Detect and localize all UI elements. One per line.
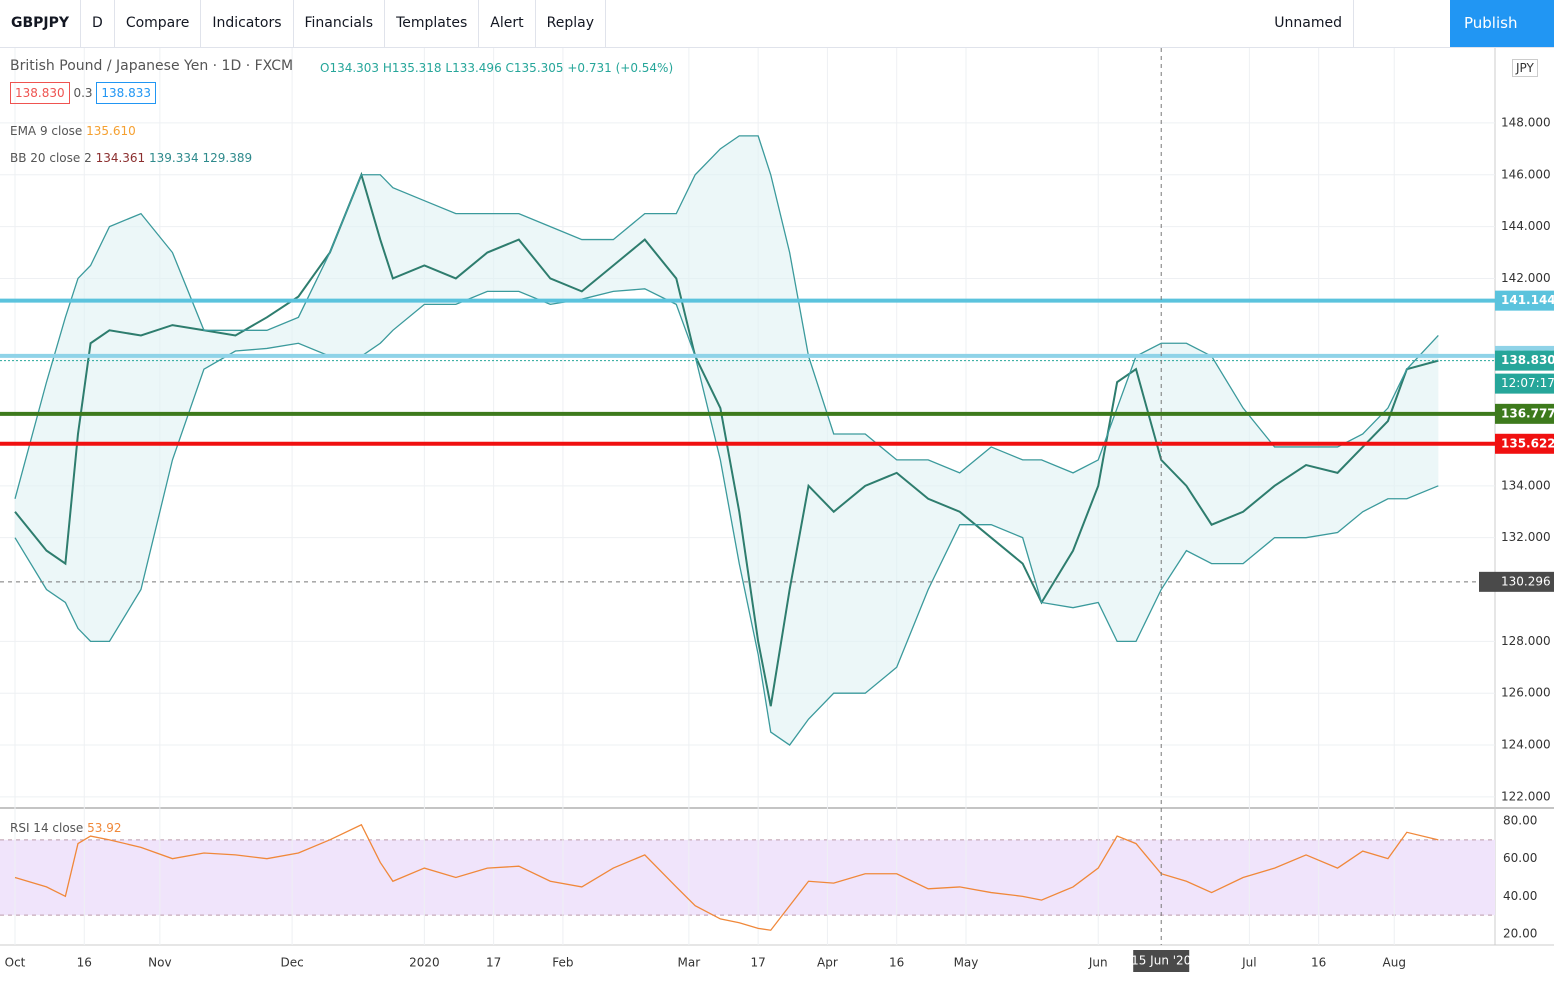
- symbol-title: British Pound / Japanese Yen · 1D · FXCM: [10, 58, 294, 74]
- x-tick-label: Dec: [280, 956, 303, 970]
- series-line: [14, 823, 1439, 931]
- bb-name: BB 20 close 2: [10, 151, 92, 165]
- rsi-tick-label: 20.00: [1503, 927, 1537, 941]
- level-tag: [1495, 403, 1554, 424]
- level-tag: [1495, 290, 1554, 311]
- crosshair-time: 15 Jun '20: [1131, 954, 1191, 968]
- compare[interactable]: Compare: [115, 0, 202, 47]
- y-tick-label: 144.000: [1501, 219, 1551, 233]
- low: L133.496: [445, 61, 502, 75]
- financials[interactable]: Financials: [294, 0, 386, 47]
- replay[interactable]: Replay: [536, 0, 606, 47]
- rsi-legend: RSI 14 close 53.92: [10, 821, 122, 835]
- y-tick-label: 126.000: [1501, 686, 1551, 700]
- ohlc: O134.303 H135.318 L133.496 C135.305 +0.7…: [320, 61, 673, 75]
- rsi-band: [0, 839, 1495, 916]
- indicators[interactable]: Indicators: [201, 0, 294, 47]
- countdown-tag: [1495, 373, 1554, 394]
- x-tick-label: 17: [751, 956, 766, 970]
- y-tick-label: 132.000: [1501, 530, 1551, 544]
- bb-legend: BB 20 close 2 134.361 139.334 129.389: [10, 151, 252, 165]
- x-tick-label: Apr: [817, 956, 838, 970]
- bb-upper: 139.334: [149, 151, 199, 165]
- ema-value: 135.610: [86, 124, 136, 138]
- rsi-tick-label: 40.00: [1503, 889, 1537, 903]
- sell[interactable]: 138.830: [10, 82, 70, 104]
- crosshair-time-tag: [1133, 950, 1190, 972]
- rsi-value: 53.92: [87, 821, 122, 835]
- y-tick-label: 128.000: [1501, 634, 1551, 648]
- high: H135.318: [382, 61, 442, 75]
- rsi-tick-label: 60.00: [1503, 851, 1537, 865]
- templates[interactable]: Templates: [385, 0, 480, 47]
- level-label: 136.777: [1501, 406, 1554, 420]
- ema-name: EMA 9 close: [10, 124, 83, 138]
- level-label: 141.144: [1501, 293, 1554, 307]
- series-line: [14, 171, 1439, 707]
- series-line: [14, 135, 1439, 499]
- quote: 138.830 0.3 138.833: [10, 82, 156, 104]
- toolbar: GBPJPY D Compare Indicators Financials T…: [0, 0, 1554, 48]
- x-tick-label: Jul: [1241, 956, 1256, 970]
- bb-basis: 134.361: [95, 151, 146, 165]
- crosshair-price: 130.296: [1501, 574, 1551, 588]
- y-tick-label: 142.000: [1501, 271, 1551, 285]
- level-label: 135.622: [1501, 436, 1554, 450]
- x-tick-label: May: [954, 956, 979, 970]
- spread: 0.3: [73, 86, 93, 100]
- x-tick-label: Mar: [678, 956, 701, 970]
- x-tick-label: 16: [77, 956, 92, 970]
- crosshair-price-tag: [1479, 571, 1554, 592]
- x-tick-label: 17: [486, 956, 501, 970]
- bb-lower: 129.389: [202, 151, 253, 165]
- level-tag: [1495, 433, 1554, 454]
- y-tick-label: 124.000: [1501, 738, 1551, 752]
- publish[interactable]: Publish: [1450, 0, 1554, 47]
- alert[interactable]: Alert: [479, 0, 536, 47]
- x-tick-label: Oct: [5, 956, 26, 970]
- interval[interactable]: D: [81, 0, 115, 47]
- x-tick-label: 16: [1311, 956, 1326, 970]
- x-tick-label: 2020: [409, 956, 440, 970]
- y-tick-label: 146.000: [1501, 167, 1551, 181]
- symbol[interactable]: GBPJPY: [0, 0, 82, 47]
- x-tick-label: Nov: [148, 956, 171, 970]
- rsi-tick-label: 80.00: [1503, 813, 1537, 827]
- y-tick-label: 148.000: [1501, 115, 1551, 129]
- x-tick-label: 16: [889, 956, 904, 970]
- series-line: [14, 288, 1439, 746]
- y-tick-label: 122.000: [1501, 789, 1551, 803]
- ema-legend: EMA 9 close 135.610: [10, 124, 136, 138]
- x-tick-label: Jun: [1088, 956, 1108, 970]
- level-tag: [1495, 350, 1554, 371]
- close: C135.305: [505, 61, 564, 75]
- change: +0.731 (+0.54%): [567, 61, 674, 75]
- countdown: 12:07:17: [1501, 376, 1554, 390]
- publish-label[interactable]: Publish: [1464, 14, 1518, 32]
- buy[interactable]: 138.833: [96, 82, 156, 104]
- rsi-name: RSI 14 close: [10, 821, 84, 835]
- open: O134.303: [320, 61, 380, 75]
- x-tick-label: Feb: [552, 956, 573, 970]
- x-tick-label: Aug: [1383, 956, 1406, 970]
- layout[interactable]: Unnamed: [1263, 0, 1354, 47]
- level-label: 138.830: [1501, 353, 1554, 367]
- currency[interactable]: JPY: [1512, 59, 1538, 77]
- y-tick-label: 134.000: [1501, 478, 1551, 492]
